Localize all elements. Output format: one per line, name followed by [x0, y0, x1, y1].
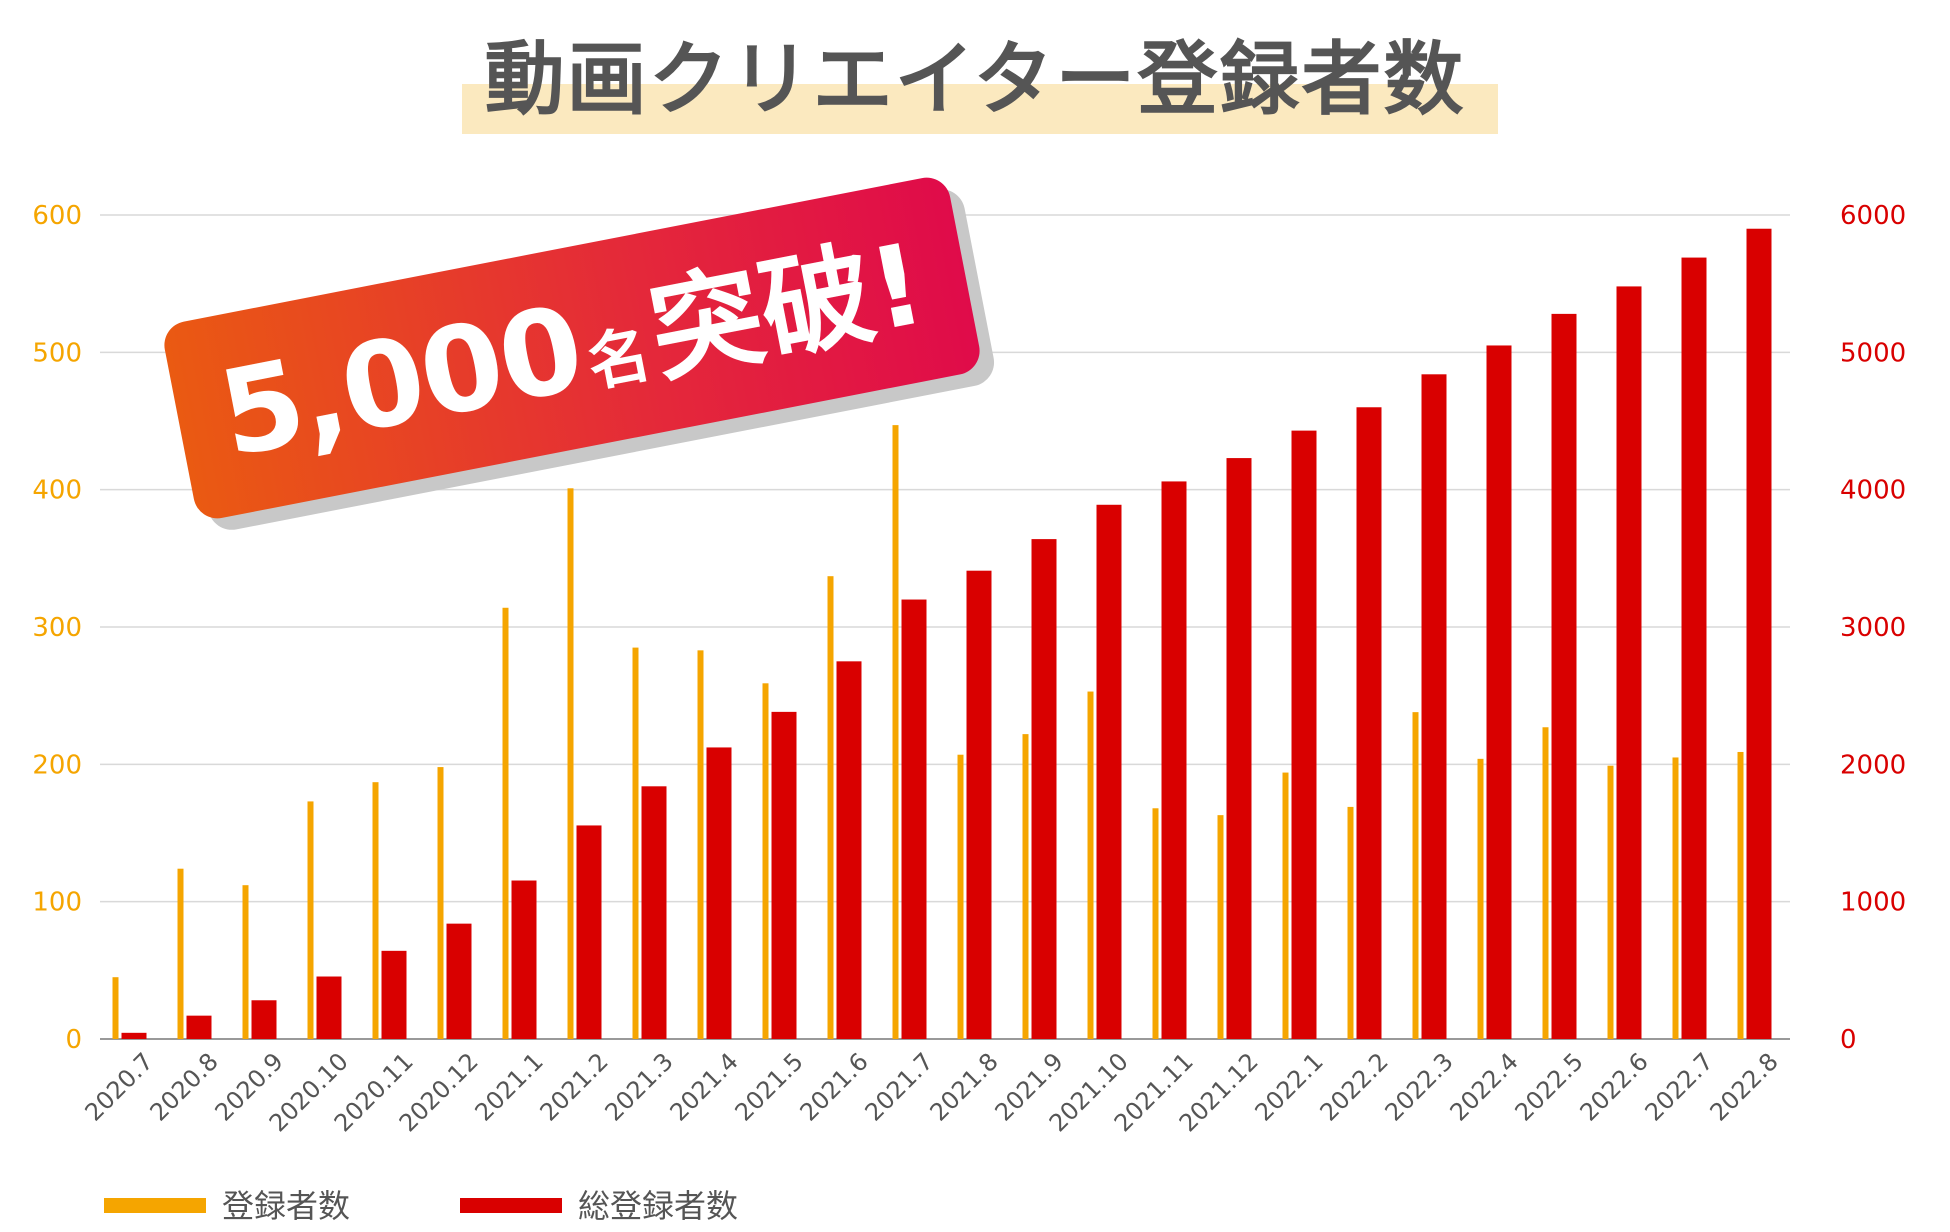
bar-monthly	[1737, 751, 1744, 1039]
bar-total	[1616, 286, 1642, 1039]
badge-unit: 名	[581, 316, 657, 401]
bar-total	[1161, 481, 1187, 1040]
badge-word: 突破!	[639, 219, 935, 400]
y-right-tick-label: 5000	[1840, 338, 1906, 368]
bar-total	[316, 976, 342, 1039]
bar-monthly	[372, 782, 379, 1039]
bar-total	[381, 950, 407, 1039]
bar-total	[836, 661, 862, 1039]
bar-monthly	[1672, 757, 1679, 1039]
bar-total	[1746, 228, 1772, 1039]
bar-monthly	[1542, 727, 1549, 1039]
bar-monthly	[307, 801, 314, 1039]
x-tick-label: 2022.6	[1575, 1047, 1654, 1126]
legend-label-monthly: 登録者数	[222, 1187, 351, 1225]
bar-total	[446, 923, 472, 1039]
y-left-tick-label: 0	[65, 1025, 82, 1055]
bar-monthly	[827, 576, 834, 1039]
bar-monthly	[242, 885, 249, 1039]
bar-monthly	[957, 754, 964, 1039]
bar-total	[251, 1000, 277, 1039]
bar-monthly	[1477, 758, 1484, 1039]
x-tick-label: 2022.7	[1640, 1047, 1719, 1126]
x-tick-label: 2021.7	[860, 1047, 939, 1126]
title-highlight	[462, 84, 1498, 134]
bar-total	[706, 747, 732, 1039]
bar-total	[1486, 345, 1512, 1039]
bar-monthly	[697, 650, 704, 1039]
x-tick-label: 2020.8	[145, 1047, 224, 1126]
bar-total	[1226, 458, 1252, 1040]
bar-monthly	[1347, 806, 1354, 1039]
bar-monthly	[1607, 765, 1614, 1039]
x-tick-label: 2022.5	[1510, 1047, 1589, 1126]
x-tick-label: 2021.5	[730, 1047, 809, 1126]
bar-total	[641, 786, 667, 1039]
x-tick-label: 2021.2	[535, 1047, 614, 1126]
bar-total	[771, 711, 797, 1039]
bar-total	[966, 570, 992, 1039]
y-left-tick-label: 100	[32, 888, 82, 918]
legend-swatch-monthly	[104, 1198, 206, 1213]
y-left-tick-label: 500	[32, 338, 82, 368]
bar-monthly	[632, 647, 639, 1039]
bar-monthly	[1217, 815, 1224, 1039]
y-right-tick-label: 4000	[1840, 476, 1906, 506]
bar-total	[1031, 539, 1057, 1039]
bar-total	[121, 1032, 147, 1039]
bar-monthly	[1152, 808, 1159, 1039]
x-tick-label: 2022.4	[1445, 1047, 1524, 1126]
y-left-tick-label: 600	[32, 201, 82, 231]
bar-total	[1291, 430, 1317, 1039]
y-left-tick-label: 300	[32, 613, 82, 643]
legend-label-total: 総登録者数	[578, 1187, 739, 1225]
x-tick-label: 2022.2	[1315, 1047, 1394, 1126]
y-right-tick-label: 0	[1840, 1025, 1857, 1055]
y-left-tick-label: 200	[32, 750, 82, 780]
x-tick-label: 2021.6	[795, 1047, 874, 1126]
legend-item-total: 総登録者数	[460, 1188, 800, 1228]
bar-total	[1551, 313, 1577, 1039]
x-tick-label: 2022.1	[1250, 1047, 1329, 1126]
bar-total	[511, 880, 537, 1039]
bar-total	[1681, 257, 1707, 1039]
bar-monthly	[177, 868, 184, 1039]
chart-title: 動画クリエイター登録者数	[484, 33, 1466, 126]
bar-monthly	[1087, 691, 1094, 1039]
y-right-tick-label: 6000	[1840, 201, 1906, 231]
bar-total	[1356, 407, 1382, 1039]
x-tick-label: 2020.7	[80, 1047, 159, 1126]
bar-monthly	[437, 767, 444, 1039]
x-tick-label: 2021.4	[665, 1047, 744, 1126]
chart-canvas: 0100200300400500600010002000300040005000…	[32, 201, 1906, 1137]
y-left-tick-label: 400	[32, 476, 82, 506]
bar-monthly	[112, 977, 119, 1039]
x-tick-label: 2022.3	[1380, 1047, 1459, 1126]
x-tick-label: 2021.3	[600, 1047, 679, 1126]
bar-total	[1096, 504, 1122, 1040]
x-tick-label: 2021.8	[925, 1047, 1004, 1126]
bar-monthly	[1282, 772, 1289, 1039]
bar-monthly	[502, 607, 509, 1039]
bars	[112, 228, 1772, 1040]
bar-monthly	[762, 683, 769, 1039]
bar-total	[576, 825, 602, 1039]
bar-monthly	[567, 488, 574, 1039]
title-area: 動画クリエイター登録者数	[0, 30, 1950, 150]
y-right-tick-label: 2000	[1840, 750, 1906, 780]
bar-total	[1421, 374, 1447, 1040]
y-right-tick-label: 3000	[1840, 613, 1906, 643]
x-tick-label: 2021.1	[470, 1047, 549, 1126]
legend-item-monthly: 登録者数	[104, 1188, 404, 1228]
badge-number: 5,000	[209, 278, 593, 484]
x-tick-label: 2022.8	[1705, 1047, 1784, 1126]
bar-monthly	[892, 425, 899, 1039]
legend-swatch-total	[460, 1198, 562, 1213]
bar-monthly	[1412, 712, 1419, 1039]
bar-total	[186, 1015, 212, 1039]
bar-monthly	[1022, 734, 1029, 1039]
y-right-tick-label: 1000	[1840, 888, 1906, 918]
bar-total	[901, 599, 927, 1039]
